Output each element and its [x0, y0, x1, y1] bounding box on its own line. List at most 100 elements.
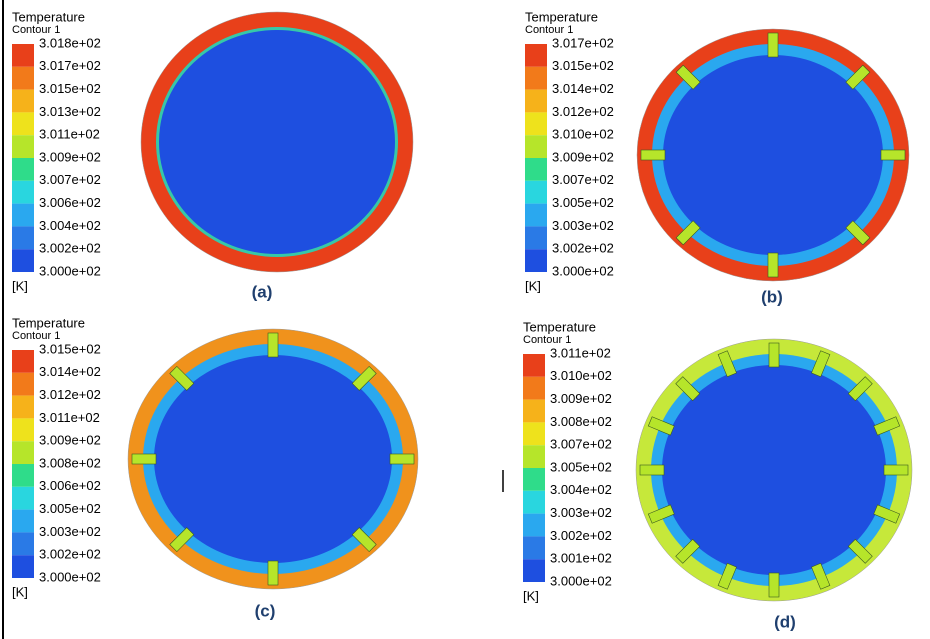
fin: [675, 376, 701, 402]
legend-label: 3.008e+02: [550, 414, 612, 429]
fin: [883, 464, 909, 476]
legend-swatch: [12, 555, 34, 578]
legend-label: 3.011e+02: [550, 345, 611, 360]
legend-subtitle: Contour 1: [12, 24, 60, 36]
caption: (c): [255, 601, 276, 620]
fin: [169, 365, 195, 391]
legend-label: 3.002e+02: [552, 241, 614, 256]
legend-swatch: [525, 44, 547, 67]
legend-label: 3.015e+02: [39, 81, 101, 96]
legend-label: 3.007e+02: [39, 172, 101, 187]
legend-label: 3.003e+02: [552, 218, 614, 233]
legend-swatch: [12, 441, 34, 464]
legend-swatch: [525, 226, 547, 250]
legend-label: 3.015e+02: [552, 58, 614, 73]
fin: [768, 342, 780, 368]
fin: [845, 64, 871, 90]
legend-swatch: [12, 418, 34, 442]
legend-swatch: [12, 112, 34, 136]
fin: [811, 350, 831, 378]
fin: [389, 453, 415, 465]
legend-label: 3.009e+02: [550, 391, 612, 406]
legend-swatch: [523, 354, 545, 377]
legend-label: 3.014e+02: [39, 364, 101, 379]
legend-swatch: [525, 249, 547, 272]
legend-title: Temperature: [12, 9, 85, 24]
legend-swatch: [12, 350, 34, 373]
legend-label: 3.002e+02: [550, 528, 612, 543]
fin: [351, 365, 377, 391]
fin: [768, 572, 780, 598]
fin: [675, 538, 701, 564]
legend-label: 3.017e+02: [552, 35, 614, 50]
legend-unit: [K]: [523, 588, 539, 603]
legend-swatch: [523, 422, 545, 446]
fin: [767, 32, 779, 58]
fin: [267, 560, 279, 586]
legend-label: 3.002e+02: [39, 547, 101, 562]
legend-swatch: [12, 532, 34, 556]
legend-swatch: [523, 399, 545, 423]
legend-swatch: [523, 559, 545, 582]
caption: (a): [252, 282, 273, 301]
legend-label: 3.012e+02: [552, 104, 614, 119]
legend-subtitle: Contour 1: [525, 24, 573, 36]
legend-swatch: [12, 486, 34, 510]
core: [159, 30, 395, 254]
legend-label: 3.015e+02: [39, 341, 101, 356]
fin: [639, 464, 665, 476]
legend-label: 3.009e+02: [552, 149, 614, 164]
legend-label: 3.005e+02: [39, 501, 101, 516]
legend-swatch: [523, 376, 545, 400]
fin: [767, 252, 779, 278]
legend-swatch: [525, 135, 547, 158]
legend-title: Temperature: [525, 9, 598, 24]
legend-unit: [K]: [12, 584, 28, 599]
legend-swatch: [12, 372, 34, 396]
fin: [351, 527, 377, 553]
legend-label: 3.003e+02: [39, 524, 101, 539]
legend-swatch: [525, 89, 547, 113]
legend-swatch: [12, 89, 34, 113]
legend-swatch: [523, 536, 545, 560]
legend-swatch: [12, 249, 34, 272]
legend-swatch: [12, 203, 34, 227]
legend-unit: [K]: [12, 278, 28, 293]
legend-label: 3.004e+02: [39, 218, 101, 233]
legend-swatch: [12, 464, 34, 487]
legend-swatch: [12, 509, 34, 533]
legend-swatch: [12, 180, 34, 204]
legend-swatch: [523, 513, 545, 537]
legend-label: 3.007e+02: [550, 437, 612, 452]
fin: [811, 562, 831, 590]
legend-label: 3.000e+02: [550, 573, 612, 588]
fin: [873, 504, 901, 524]
core: [663, 55, 883, 255]
fin: [717, 350, 737, 378]
legend-title: Temperature: [12, 315, 85, 330]
caption: (b): [761, 287, 783, 306]
fin: [880, 149, 906, 161]
legend-label: 3.003e+02: [550, 505, 612, 520]
legend-swatch: [523, 445, 545, 468]
legend-swatch: [12, 395, 34, 419]
legend-label: 3.018e+02: [39, 35, 101, 50]
legend-label: 3.000e+02: [39, 263, 101, 278]
legend-label: 3.011e+02: [39, 127, 100, 142]
legend-unit: [K]: [525, 278, 541, 293]
fin: [647, 504, 675, 524]
legend-swatch: [12, 135, 34, 158]
legend-label: 3.008e+02: [39, 455, 101, 470]
core: [154, 355, 392, 563]
legend-subtitle: Contour 1: [523, 334, 571, 346]
legend-label: 3.011e+02: [39, 410, 100, 425]
fin: [131, 453, 157, 465]
legend-label: 3.014e+02: [552, 81, 614, 96]
legend-label: 3.010e+02: [550, 368, 612, 383]
legend-swatch: [523, 490, 545, 514]
legend-label: 3.013e+02: [39, 104, 101, 119]
fin: [873, 416, 901, 436]
fin: [675, 220, 701, 246]
